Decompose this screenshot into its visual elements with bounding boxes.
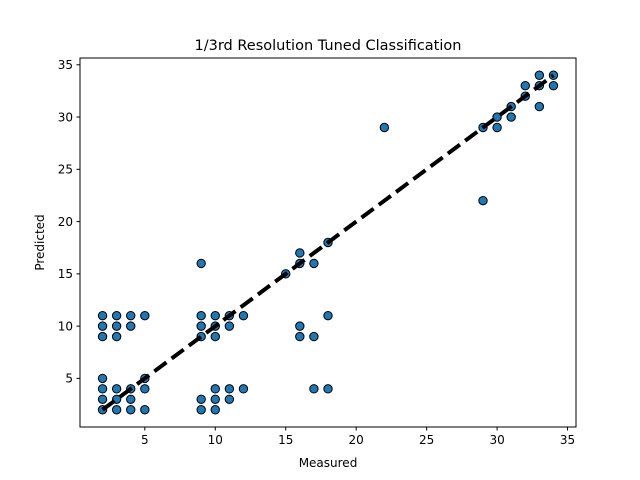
- data-point-26: [196, 310, 206, 321]
- data-point-4: [97, 331, 108, 342]
- x-tick-label-30: 30: [489, 433, 504, 447]
- data-point-36: [224, 321, 235, 331]
- data-point-13: [126, 405, 136, 415]
- data-point-41: [295, 331, 305, 342]
- data-point-11: [111, 321, 122, 331]
- y-tick-label-5: 5: [65, 372, 73, 386]
- data-point-2: [97, 384, 108, 394]
- data-point-59: [520, 81, 530, 91]
- data-point-1: [97, 394, 108, 404]
- data-point-54: [492, 122, 502, 133]
- data-point-62: [534, 70, 545, 80]
- data-point-52: [478, 195, 488, 206]
- data-point-27: [196, 258, 206, 269]
- y-axis-ticks: 5 10 15 20 25 30 35: [58, 58, 80, 386]
- y-tick-label-15: 15: [58, 267, 73, 281]
- x-tick-label-5: 5: [141, 433, 149, 447]
- data-point-42: [295, 321, 305, 331]
- reference-line: [101, 73, 555, 412]
- data-point-19: [140, 384, 150, 394]
- data-point-7: [111, 405, 122, 415]
- data-point-30: [210, 384, 220, 394]
- data-point-63: [548, 81, 559, 91]
- plot-frame: [79, 57, 577, 428]
- data-point-22: [196, 405, 206, 415]
- data-point-25: [196, 321, 206, 331]
- data-point-9: [111, 384, 122, 394]
- y-axis-label: Predicted: [33, 214, 47, 270]
- data-point-44: [295, 248, 305, 258]
- y-tick-label-10: 10: [58, 319, 73, 333]
- x-axis-ticks: 5 10 15 20 25 30 35: [141, 427, 575, 447]
- data-point-12: [111, 310, 122, 321]
- data-point-48: [323, 384, 333, 394]
- data-point-28: [210, 405, 220, 415]
- data-point-31: [210, 331, 220, 342]
- data-point-60: [534, 101, 545, 112]
- data-point-46: [309, 331, 319, 342]
- data-point-14: [126, 394, 136, 404]
- y-tick-label-20: 20: [58, 215, 73, 229]
- data-point-39: [238, 310, 249, 321]
- data-point-47: [309, 258, 319, 269]
- x-tick-label-35: 35: [560, 433, 575, 447]
- data-point-34: [224, 394, 235, 404]
- x-axis-label: Measured: [299, 456, 358, 470]
- data-point-3: [97, 373, 108, 384]
- data-point-10: [111, 331, 122, 342]
- y-tick-label-30: 30: [58, 110, 73, 124]
- x-tick-label-25: 25: [419, 433, 434, 447]
- y-tick-label-35: 35: [58, 58, 73, 72]
- data-point-6: [97, 310, 108, 321]
- data-point-17: [126, 310, 136, 321]
- x-tick-label-20: 20: [349, 433, 364, 447]
- chart-title: 1/3rd Resolution Tuned Classification: [195, 38, 462, 54]
- data-point-55: [492, 112, 502, 122]
- data-point-16: [126, 321, 136, 331]
- data-point-23: [196, 394, 206, 404]
- x-tick-label-15: 15: [278, 433, 293, 447]
- data-point-35: [224, 384, 235, 394]
- data-point-38: [238, 384, 249, 394]
- data-point-29: [210, 394, 220, 404]
- data-point-5: [97, 321, 108, 331]
- data-point-21: [140, 310, 150, 321]
- data-point-51: [379, 122, 390, 133]
- data-point-45: [309, 384, 319, 394]
- y-tick-label-25: 25: [58, 163, 73, 177]
- data-point-33: [210, 310, 220, 321]
- points-layer: [97, 70, 559, 415]
- data-point-18: [140, 405, 150, 415]
- data-point-56: [506, 112, 516, 122]
- x-tick-label-10: 10: [208, 433, 223, 447]
- data-point-49: [323, 310, 333, 321]
